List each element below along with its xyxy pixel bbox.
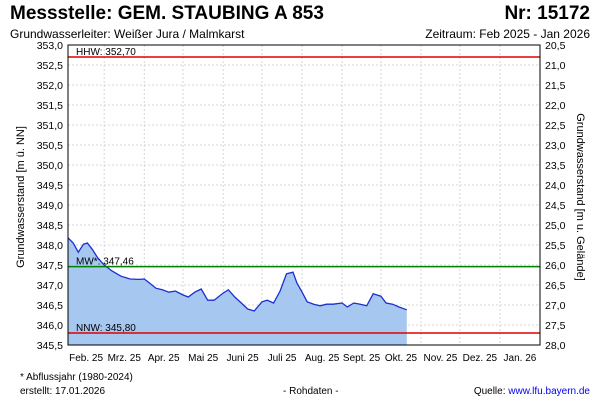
y-tick-label: 351,0 [37, 120, 63, 132]
x-tick-label: Juni 25 [226, 353, 259, 364]
x-tick-label: Sept. 25 [343, 353, 381, 364]
aquifer-label: Grundwasserleiter: Weißer Jura / Malmkar… [10, 27, 245, 41]
source: Quelle: www.lfu.bayern.de [474, 386, 590, 397]
axes: 353,0 20,5 352,5 21,0 352,0 21,5 351,5 22,0 351,… [37, 40, 566, 364]
y-tick-label: 346,0 [37, 320, 63, 332]
y-tick-label-right: 21,5 [545, 80, 566, 92]
x-tick-label: Feb. 25 [69, 353, 103, 364]
reference-label: HHW: 352,70 [76, 47, 136, 58]
x-tick-label: Mai 25 [188, 353, 218, 364]
station-number: Nr: 15172 [504, 3, 590, 24]
source-prefix: Quelle: [473, 386, 509, 397]
data-area-fill [68, 237, 407, 345]
plot-frame [67, 44, 541, 346]
y-tick-label: 347,5 [37, 260, 63, 272]
y-tick-label: 347,0 [37, 280, 63, 292]
x-tick-label: Jan. 26 [504, 353, 537, 364]
x-tick-label: Dez. 25 [463, 353, 498, 364]
y-tick-label: 348,5 [37, 220, 63, 232]
y-tick-label-right: 26,0 [545, 260, 566, 272]
x-tick-label: Nov. 25 [424, 353, 458, 364]
y-axis-label-left: Grundwasserstand [m ü. NN] [15, 126, 27, 268]
y-tick-label: 350,5 [37, 140, 63, 152]
x-tick-label: Aug. 25 [305, 353, 340, 364]
source-link[interactable]: www.lfu.bayern.de [508, 386, 590, 397]
x-tick-label: Mrz. 25 [108, 353, 142, 364]
y-tick-label: 350,0 [37, 160, 63, 172]
data-line [67, 237, 408, 312]
created-date: erstellt: 17.01.2026 [20, 386, 106, 397]
y-tick-label-right: 27,5 [545, 320, 566, 332]
y-tick-label-right: 25,5 [545, 240, 566, 252]
y-tick-label-right: 28,0 [545, 340, 566, 352]
y-tick-label-right: 23,0 [545, 140, 566, 152]
y-tick-label: 351,5 [37, 100, 63, 112]
y-tick-label: 352,0 [37, 80, 63, 92]
y-tick-label-right: 26,5 [545, 280, 566, 292]
reference-lines: HHW: 352,70 MW*: 347,46 NNW: 345,80 [68, 47, 540, 334]
y-tick-label-right: 21,0 [545, 60, 566, 72]
page-title: Messstelle: GEM. STAUBING A 853 [10, 3, 324, 24]
x-tick-label: Okt. 25 [385, 353, 418, 364]
x-tick-label: Juli 25 [268, 353, 297, 364]
y-tick-label: 348,0 [37, 240, 63, 252]
data-area [67, 237, 408, 345]
reference-label: NNW: 345,80 [76, 323, 136, 334]
y-tick-label: 345,5 [37, 340, 63, 352]
y-tick-label: 349,0 [37, 200, 63, 212]
y-tick-label: 352,5 [37, 60, 63, 72]
raw-data-label: - Rohdaten - [283, 386, 339, 397]
y-tick-label-right: 24,0 [545, 180, 566, 192]
y-axis-label-right: Grundwasserstand [m u. Gelände] [574, 113, 586, 281]
y-tick-label-right: 24,5 [545, 200, 566, 212]
grid [68, 44, 540, 346]
y-tick-label: 349,5 [37, 180, 63, 192]
y-tick-label: 346,5 [37, 300, 63, 312]
footnote: * Abflussjahr (1980-2024) [20, 372, 133, 383]
y-tick-label-right: 22,5 [545, 120, 566, 132]
y-tick-label-right: 20,5 [545, 40, 566, 52]
period-label: Zeitraum: Feb 2025 - Jan 2026 [425, 27, 590, 41]
y-tick-label-right: 25,0 [545, 220, 566, 232]
y-tick-label: 353,0 [37, 40, 63, 52]
x-tick-label: Apr. 25 [148, 353, 180, 364]
y-tick-label-right: 22,0 [545, 100, 566, 112]
y-tick-label-right: 27,0 [545, 300, 566, 312]
y-tick-label-right: 23,5 [545, 160, 566, 172]
reference-label: MW*: 347,46 [76, 257, 134, 268]
